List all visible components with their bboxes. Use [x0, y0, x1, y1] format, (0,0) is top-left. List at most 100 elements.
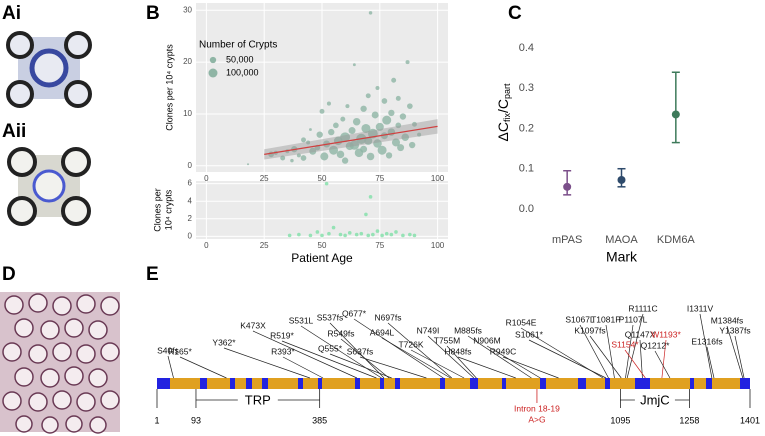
mutation-line: [661, 339, 667, 379]
point: [247, 163, 250, 166]
y-axis-label-part: part: [502, 83, 512, 99]
x-tick-label: 25: [260, 174, 269, 183]
point: [671, 110, 680, 119]
mutation-label: R165*: [168, 346, 192, 356]
mutation-line: [706, 346, 715, 379]
point: [333, 122, 339, 129]
point: [366, 233, 371, 238]
protein-bar: [157, 378, 750, 389]
point: [327, 231, 331, 236]
mutation-line: [427, 335, 475, 379]
y-tick-label: 0.2: [519, 122, 534, 134]
point: [394, 230, 398, 234]
domain-label-bg: [634, 393, 675, 407]
point: [345, 104, 350, 109]
mutation-label: Y1387fs: [719, 325, 750, 335]
point: [287, 233, 292, 238]
point: [316, 131, 323, 138]
point: [290, 158, 294, 163]
point: [341, 157, 349, 164]
point: [563, 182, 572, 191]
y-tick-label: 2: [188, 214, 193, 223]
mutation-line: [639, 339, 643, 379]
tick-label: 93: [191, 415, 201, 425]
point: [366, 152, 375, 161]
point: [412, 121, 417, 127]
mutation-label: T1081P: [591, 314, 621, 324]
legend-key: [209, 56, 217, 64]
mutation-line: [457, 356, 516, 379]
panel-label: C: [508, 3, 522, 24]
mutation-line: [502, 356, 559, 379]
mutation-line: [589, 335, 622, 379]
mutation-label: M1384fs: [711, 315, 744, 325]
mutation-line: [605, 324, 615, 379]
mutation-label: S531L: [289, 315, 314, 325]
point: [385, 152, 393, 159]
point: [399, 113, 407, 120]
point: [300, 155, 307, 161]
legend-label: 100,000: [226, 67, 259, 77]
x-axis-label: Mark: [606, 249, 638, 265]
legend-key: [208, 68, 218, 78]
mutation-label: S1061*: [515, 329, 544, 339]
mutation-line: [654, 350, 671, 379]
point: [617, 175, 626, 184]
point: [340, 132, 351, 143]
mutation-line: [359, 356, 427, 379]
domain-label-bg: [237, 393, 278, 407]
mutation-label: N749I: [417, 325, 440, 335]
point: [405, 60, 410, 65]
mutation-label: W1193*: [651, 329, 681, 339]
y-axis-label: 10⁴ crypts: [163, 189, 173, 230]
intron-label: Intron 18-19: [514, 403, 560, 413]
tick-label: 1258: [679, 415, 699, 425]
mutation-line: [446, 345, 477, 379]
mutation-label: Q1147X: [625, 329, 656, 339]
mutation-label: R519*: [270, 330, 294, 340]
point: [301, 137, 306, 143]
point: [388, 109, 395, 117]
mutation-line: [626, 313, 644, 379]
point: [375, 122, 384, 131]
y-tick-label: 0: [188, 161, 193, 170]
point: [417, 132, 422, 137]
point: [360, 145, 368, 153]
point: [408, 232, 412, 237]
mutation-line: [300, 325, 382, 379]
point: [401, 233, 405, 238]
point: [364, 212, 368, 217]
point: [352, 117, 361, 126]
point: [319, 108, 325, 114]
domain-label: JmjC: [640, 392, 670, 407]
mutation-label: E1316fs: [691, 336, 722, 346]
fit-line: [264, 125, 438, 155]
mutation-line: [282, 356, 324, 379]
mutation-label: N906M: [473, 335, 500, 345]
y-tick-label: 6: [188, 179, 193, 188]
mutation-line: [167, 355, 174, 379]
point: [389, 232, 394, 237]
point: [308, 233, 313, 238]
point: [326, 101, 331, 106]
point: [296, 153, 301, 158]
mutation-label: S40fs: [157, 345, 179, 355]
point: [380, 233, 384, 238]
point: [329, 145, 339, 155]
x-axis-label: Patient Age: [291, 251, 353, 265]
mutation-line: [579, 324, 609, 379]
y-tick-label: 4: [188, 196, 193, 205]
point: [380, 132, 388, 140]
mutation-label: Y362*: [212, 337, 236, 347]
point: [343, 233, 347, 238]
point: [384, 231, 389, 236]
point: [361, 123, 371, 133]
point: [408, 141, 416, 149]
tick-label: 1: [154, 415, 159, 425]
point: [382, 115, 392, 125]
mutation-label: K473X: [240, 320, 266, 330]
mutation-line: [726, 325, 744, 379]
point: [375, 86, 380, 91]
mutation-label: M885fs: [454, 325, 482, 335]
mutation-label: T726K: [398, 339, 423, 349]
